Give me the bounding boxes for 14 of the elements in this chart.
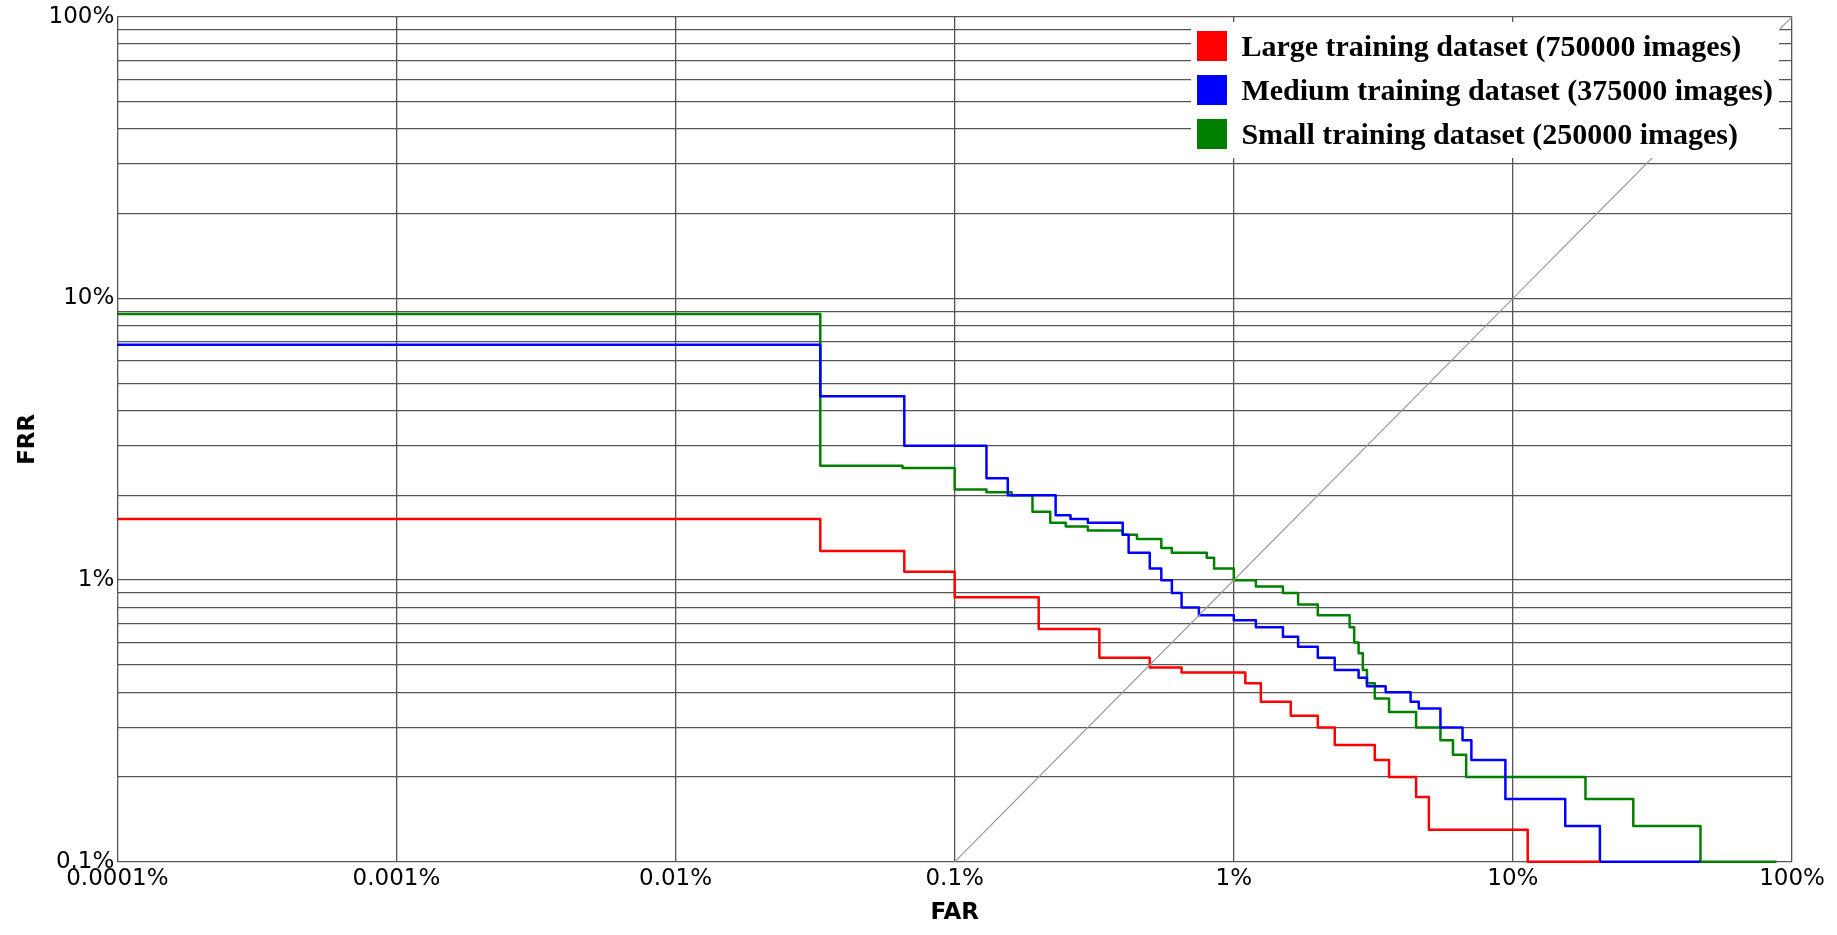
x-tick-label: 0.001% — [352, 863, 441, 890]
x-tick-label: 100% — [1759, 863, 1825, 890]
legend-label: Small training dataset (250000 images) — [1241, 117, 1739, 151]
x-tick-label: 1% — [1215, 863, 1253, 890]
y-axis-title: FRR — [12, 413, 39, 465]
legend-label: Medium training dataset (375000 images) — [1241, 73, 1773, 107]
y-tick-label: 100% — [48, 1, 115, 28]
x-axis-title: FAR — [930, 898, 980, 925]
y-tick-label: 10% — [63, 283, 115, 310]
legend-label: Large training dataset (750000 images) — [1241, 29, 1742, 63]
x-tick-label: 0.1% — [925, 863, 984, 890]
y-tick-label: 1% — [77, 565, 115, 592]
x-tick-label: 10% — [1487, 863, 1539, 890]
x-tick-label: 0.01% — [639, 863, 713, 890]
